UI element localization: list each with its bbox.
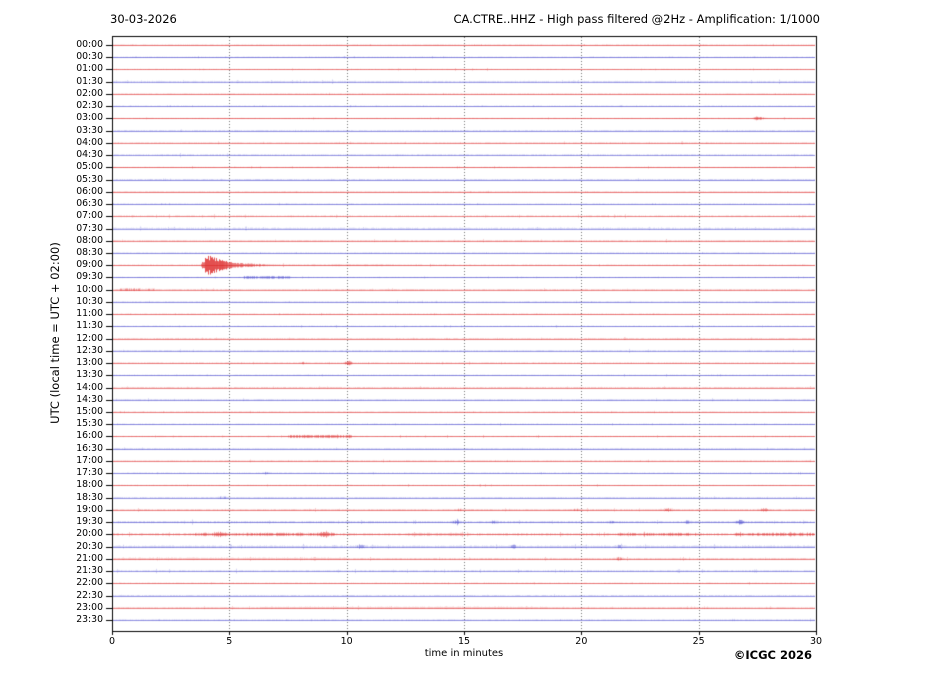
- plot-title: CA.CTRE..HHZ - High pass filtered @2Hz -…: [453, 12, 820, 26]
- row-label: 08:30: [76, 246, 103, 258]
- row-label: 11:00: [76, 308, 103, 320]
- row-label: 19:00: [76, 503, 103, 515]
- row-label: 12:30: [76, 344, 103, 356]
- row-label: 09:00: [76, 259, 103, 271]
- row-label: 12:00: [76, 332, 103, 344]
- row-label: 17:30: [76, 467, 103, 479]
- row-label: 00:00: [76, 39, 103, 50]
- row-label: 14:30: [76, 393, 103, 405]
- row-label: 21:00: [76, 552, 103, 564]
- row-label: 15:00: [76, 406, 103, 418]
- row-label: 08:00: [76, 234, 103, 246]
- row-label: 05:30: [76, 173, 103, 185]
- x-tick-label: 25: [692, 636, 705, 647]
- row-label: 06:30: [76, 198, 103, 210]
- row-label: 13:00: [76, 357, 103, 369]
- x-tick-label: 10: [340, 636, 353, 647]
- row-label: 03:00: [76, 112, 103, 124]
- x-tick-label: 15: [457, 636, 471, 647]
- row-label: 05:00: [76, 161, 103, 173]
- row-label: 06:00: [76, 185, 103, 197]
- row-label: 23:00: [76, 601, 103, 613]
- row-label: 09:30: [76, 271, 103, 283]
- copyright-label: ©ICGC 2026: [733, 648, 812, 662]
- row-label: 03:30: [76, 124, 103, 136]
- date-label: 30-03-2026: [110, 12, 177, 26]
- row-label: 10:30: [76, 295, 103, 307]
- row-label: 00:30: [76, 51, 103, 63]
- row-label: 01:00: [76, 63, 103, 75]
- row-label: 18:00: [76, 479, 103, 491]
- row-label: 15:30: [76, 418, 103, 430]
- row-label: 13:30: [76, 369, 103, 381]
- row-label: 07:00: [76, 210, 103, 222]
- x-tick-label: 20: [575, 636, 588, 647]
- row-label: 14:00: [76, 381, 103, 393]
- row-label: 01:30: [76, 75, 103, 87]
- row-label: 20:00: [76, 528, 103, 540]
- row-label: 16:30: [76, 442, 103, 454]
- row-label: 02:00: [76, 87, 103, 99]
- row-label: 17:00: [76, 454, 103, 466]
- x-tick-label: 0: [108, 636, 116, 647]
- row-label: 18:30: [76, 491, 103, 503]
- row-label: 02:30: [76, 100, 103, 112]
- row-label: 20:30: [76, 540, 103, 552]
- row-label: 21:30: [76, 565, 103, 577]
- row-label: 22:00: [76, 577, 103, 589]
- row-label: 04:00: [76, 136, 103, 148]
- x-axis-label: time in minutes: [424, 648, 504, 659]
- row-label: 11:30: [76, 320, 103, 332]
- x-tick-label: 5: [226, 636, 233, 647]
- row-label: 19:30: [76, 516, 103, 528]
- row-label: 04:30: [76, 149, 103, 161]
- row-label: 22:30: [76, 589, 103, 601]
- row-label: 23:30: [76, 614, 103, 625]
- row-label: 07:30: [76, 222, 103, 234]
- row-label: 16:00: [76, 430, 103, 442]
- row-label: 10:00: [76, 283, 103, 295]
- x-tick-label: 30: [809, 636, 823, 647]
